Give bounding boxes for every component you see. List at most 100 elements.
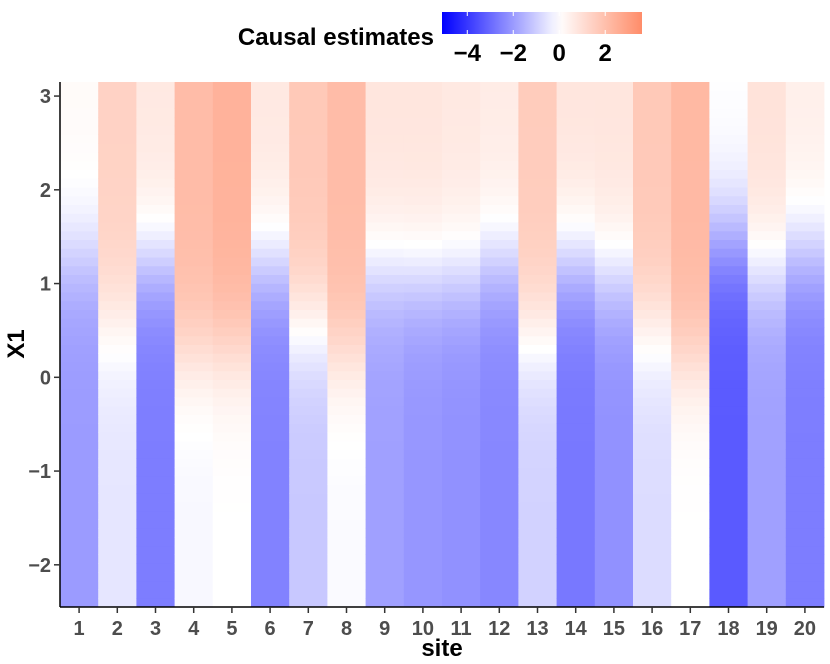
- heatmap-cell: [251, 318, 290, 328]
- heatmap-cell: [709, 213, 748, 223]
- heatmap-cell: [671, 572, 710, 582]
- heatmap-cell: [671, 152, 710, 162]
- heatmap-cell: [594, 143, 634, 153]
- heatmap-cell: [136, 502, 175, 512]
- heatmap-cell: [327, 169, 366, 179]
- heatmap-cell: [136, 108, 175, 118]
- heatmap-cell: [518, 265, 557, 275]
- heatmap-cell: [480, 248, 519, 258]
- heatmap-cell: [136, 292, 175, 302]
- heatmap-cell: [594, 423, 634, 433]
- heatmap-cell: [480, 370, 519, 380]
- heatmap-cell: [442, 484, 481, 494]
- heatmap-cell: [556, 405, 596, 415]
- y-tick-label: 3: [40, 86, 51, 108]
- heatmap-cell: [136, 432, 175, 442]
- heatmap-cell: [480, 458, 519, 468]
- heatmap-cell: [747, 195, 787, 205]
- heatmap-cell: [136, 309, 175, 319]
- heatmap-cell: [594, 414, 634, 424]
- heatmap-cell: [709, 265, 748, 275]
- heatmap-cell: [556, 493, 596, 503]
- heatmap-cell: [785, 388, 825, 398]
- heatmap-cell: [518, 213, 557, 223]
- heatmap-cell: [785, 423, 825, 433]
- heatmap-cell: [747, 187, 787, 197]
- heatmap-cell: [60, 344, 99, 354]
- heatmap-cell: [747, 178, 787, 188]
- heatmap-cell: [785, 195, 825, 205]
- heatmap-cell: [174, 572, 214, 582]
- heatmap-cell: [365, 589, 405, 599]
- heatmap-cell: [60, 598, 99, 608]
- heatmap-cell: [212, 134, 252, 144]
- heatmap-cell: [212, 589, 252, 599]
- heatmap-cell: [98, 292, 137, 302]
- heatmap-cell: [60, 580, 99, 590]
- heatmap-cell: [709, 274, 748, 284]
- heatmap-cell: [365, 362, 405, 372]
- heatmap-cell: [289, 292, 328, 302]
- heatmap-cell: [594, 230, 634, 240]
- heatmap-cell: [174, 134, 214, 144]
- heatmap-cell: [480, 309, 519, 319]
- heatmap-cell: [289, 475, 328, 485]
- heatmap-cell: [60, 458, 99, 468]
- heatmap-cell: [785, 449, 825, 459]
- heatmap-cell: [289, 134, 328, 144]
- heatmap-cell: [709, 117, 748, 127]
- heatmap-cell: [556, 423, 596, 433]
- heatmap-cell: [709, 493, 748, 503]
- heatmap-cell: [747, 143, 787, 153]
- heatmap-cell: [633, 388, 672, 398]
- heatmap-cell: [60, 563, 99, 573]
- heatmap-cell: [212, 292, 252, 302]
- y-tick-label: 1: [40, 274, 51, 296]
- heatmap-cell: [671, 239, 710, 249]
- heatmap-cell: [556, 519, 596, 529]
- heatmap-cell: [442, 187, 481, 197]
- heatmap-cell: [136, 449, 175, 459]
- heatmap-cell: [633, 265, 672, 275]
- heatmap-cell: [594, 187, 634, 197]
- heatmap-cell: [785, 510, 825, 520]
- heatmap-cell: [136, 274, 175, 284]
- heatmap-cell: [251, 510, 290, 520]
- heatmap-cell: [136, 545, 175, 555]
- heatmap-cell: [594, 572, 634, 582]
- heatmap-cell: [251, 204, 290, 214]
- heatmap-cell: [289, 222, 328, 232]
- heatmap-cell: [785, 143, 825, 153]
- heatmap-cell: [60, 484, 99, 494]
- heatmap-cell: [174, 318, 214, 328]
- heatmap-cell: [518, 537, 557, 547]
- heatmap-cell: [671, 537, 710, 547]
- heatmap-cell: [442, 160, 481, 170]
- heatmap-cell: [480, 108, 519, 118]
- heatmap-cell: [633, 397, 672, 407]
- heatmap-cell: [212, 230, 252, 240]
- heatmap-cell: [327, 563, 366, 573]
- heatmap-cell: [671, 510, 710, 520]
- heatmap-cell: [671, 545, 710, 555]
- heatmap-cell: [442, 152, 481, 162]
- heatmap-cell: [289, 353, 328, 363]
- heatmap-cell: [365, 440, 405, 450]
- heatmap-cell: [633, 335, 672, 345]
- heatmap-cell: [556, 143, 596, 153]
- heatmap-cell: [785, 563, 825, 573]
- heatmap-cell: [709, 432, 748, 442]
- heatmap-cell: [60, 545, 99, 555]
- heatmap-cell: [709, 300, 748, 310]
- heatmap-cell: [174, 467, 214, 477]
- heatmap-cell: [518, 589, 557, 599]
- heatmap-cell: [633, 362, 672, 372]
- heatmap-cell: [518, 554, 557, 564]
- heatmap-cell: [251, 545, 290, 555]
- heatmap-cell: [747, 362, 787, 372]
- heatmap-cell: [442, 440, 481, 450]
- heatmap-cell: [709, 239, 748, 249]
- heatmap-cell: [556, 397, 596, 407]
- heatmap-cell: [480, 580, 519, 590]
- heatmap-cell: [365, 204, 405, 214]
